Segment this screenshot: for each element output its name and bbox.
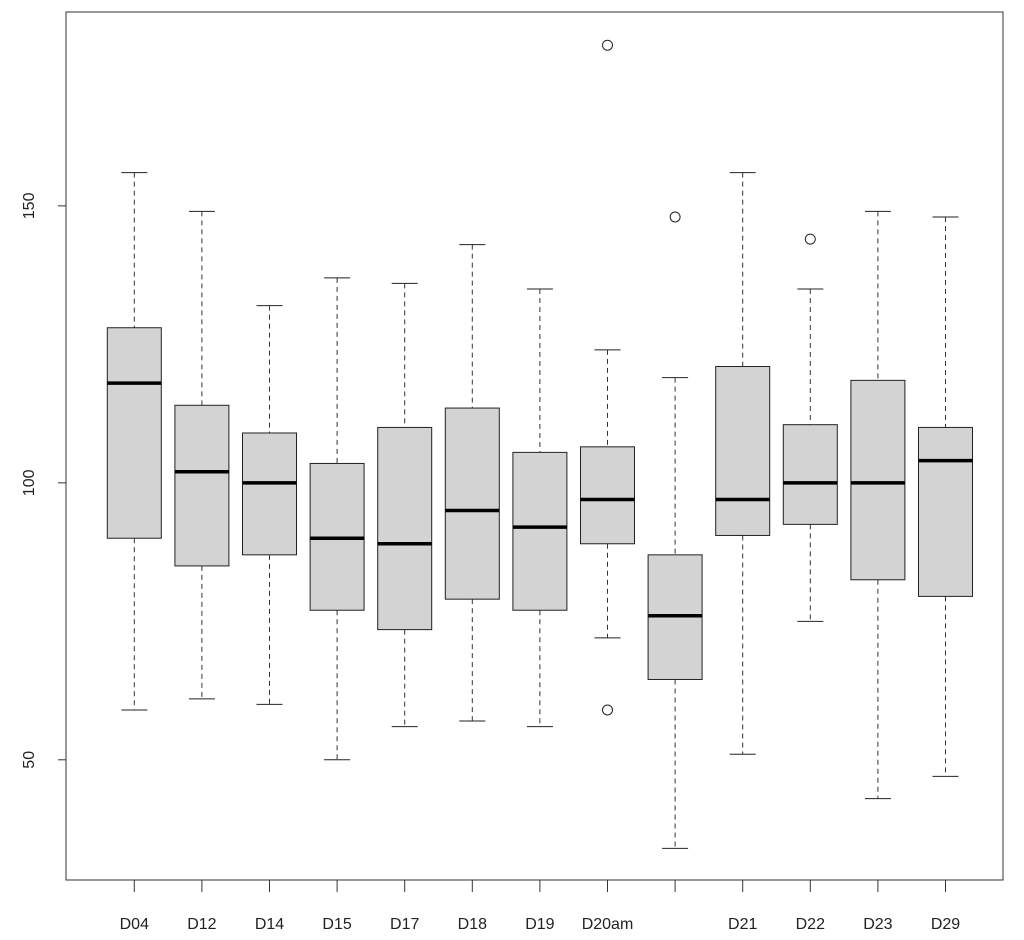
x-tick-label: D22 [796, 916, 825, 933]
box [242, 432, 297, 556]
x-tick-label: D14 [255, 916, 284, 933]
x-tick-label: D17 [390, 916, 419, 933]
outlier-point [602, 39, 613, 51]
box [782, 424, 838, 525]
x-tick-label: D19 [525, 916, 554, 933]
x-tick-label: D29 [931, 916, 960, 933]
x-tick-label: D15 [322, 916, 351, 933]
x-tick-label: D23 [863, 916, 892, 933]
x-tick-label: D12 [187, 916, 216, 933]
box [918, 426, 973, 597]
plot-frame [65, 11, 1004, 881]
box [174, 404, 230, 567]
box [850, 379, 906, 581]
box [715, 366, 771, 536]
x-tick-label: D18 [458, 916, 487, 933]
y-tick-label: 50 [21, 751, 38, 769]
y-tick-label: 100 [21, 469, 38, 496]
outlier-point [602, 704, 613, 716]
box [512, 451, 568, 611]
outlier-point [669, 211, 681, 223]
box [106, 327, 162, 539]
x-tick-label: D21 [728, 916, 757, 933]
box [444, 407, 500, 600]
outlier-point [804, 233, 816, 245]
y-tick-label: 150 [21, 192, 38, 219]
box [377, 426, 433, 631]
x-tick-label: D20am [582, 916, 634, 933]
x-tick-label: D04 [120, 916, 149, 933]
box [580, 446, 635, 545]
